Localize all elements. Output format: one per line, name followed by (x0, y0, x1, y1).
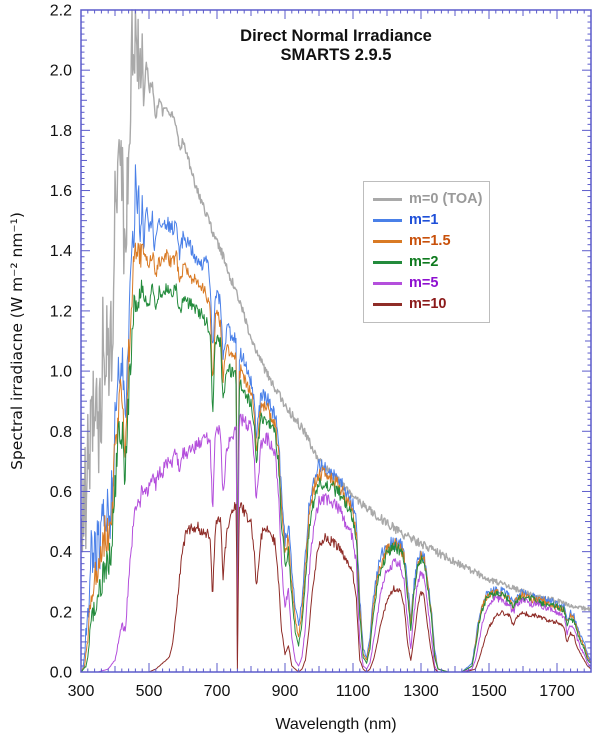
legend-line-sample-m2 (373, 261, 402, 264)
axis-ticks (80, 9, 592, 673)
y-tick-label: 0.4 (50, 544, 72, 561)
series-m10-line (81, 502, 592, 673)
y-tick-label: 1.6 (50, 183, 72, 200)
chart-title: Direct Normal Irradiance SMARTS 2.9.5 (81, 27, 591, 65)
legend-entry-m1-5: m=1.5 (373, 231, 485, 252)
y-axis-label: Spectral irradiacne (W m⁻² nm⁻¹) (8, 212, 26, 470)
y-tick-label: 0.2 (50, 604, 72, 621)
y-tick-label: 1.8 (50, 123, 72, 140)
series-m2-line (80, 279, 592, 673)
x-tick-label: 1300 (403, 683, 439, 700)
legend-entry-m1: m=1 (373, 210, 485, 231)
y-tick-label: 2.2 (50, 3, 72, 20)
chart-title-line2: SMARTS 2.9.5 (280, 46, 392, 64)
y-tick-label: 1.2 (50, 303, 72, 320)
legend-label-m1-5: m=1.5 (409, 233, 451, 250)
y-tick-label: 0.8 (50, 424, 72, 441)
legend-label-m2: m=2 (409, 254, 439, 271)
legend-label-m10: m=10 (409, 296, 447, 313)
y-tick-label: 1.4 (50, 243, 72, 260)
legend-line-sample-m1 (373, 219, 402, 222)
x-tick-label: 1500 (471, 683, 507, 700)
legend-line-sample-m0-toa (373, 198, 402, 201)
series-m0-toa-line (80, 9, 592, 612)
legend-label-m1: m=1 (409, 212, 439, 229)
legend-entry-m5: m=5 (373, 273, 485, 294)
legend-label-m0-toa: m=0 (TOA) (409, 191, 483, 208)
x-tick-label: 500 (136, 683, 163, 700)
legend-entry-m0-toa: m=0 (TOA) (373, 189, 485, 210)
legend-box: m=0 (TOA) m=1 m=1.5 m=2 m=5 m=10 (363, 181, 490, 323)
legend-entry-m2: m=2 (373, 252, 485, 273)
y-tick-label: 0.0 (50, 665, 72, 682)
x-tick-labels: 300 500 700 900 1100 1300 1500 1700 (68, 683, 575, 700)
legend-label-m5: m=5 (409, 275, 439, 292)
chart-title-line1: Direct Normal Irradiance (240, 27, 432, 45)
y-tick-label: 2.0 (50, 63, 72, 80)
legend-line-sample-m1-5 (373, 240, 402, 243)
x-axis-label: Wavelength (nm) (275, 716, 397, 733)
x-tick-label: 1100 (336, 683, 371, 700)
series-m5-line (81, 413, 592, 673)
legend-entry-m10: m=10 (373, 294, 485, 315)
y-tick-label: 0.6 (50, 484, 72, 501)
x-tick-label: 700 (204, 683, 231, 700)
y-tick-label: 1.0 (50, 364, 72, 381)
legend-line-sample-m10 (373, 303, 402, 306)
x-tick-label: 1700 (539, 683, 575, 700)
x-tick-label: 900 (272, 683, 299, 700)
y-tick-labels: 0.0 0.2 0.4 0.6 0.8 1.0 1.2 1.4 1.6 1.8 2.0 2.2 (50, 3, 72, 682)
series-m1-line (80, 164, 592, 673)
data-series (80, 9, 592, 673)
x-tick-label: 300 (68, 683, 95, 700)
legend-line-sample-m5 (373, 282, 402, 285)
